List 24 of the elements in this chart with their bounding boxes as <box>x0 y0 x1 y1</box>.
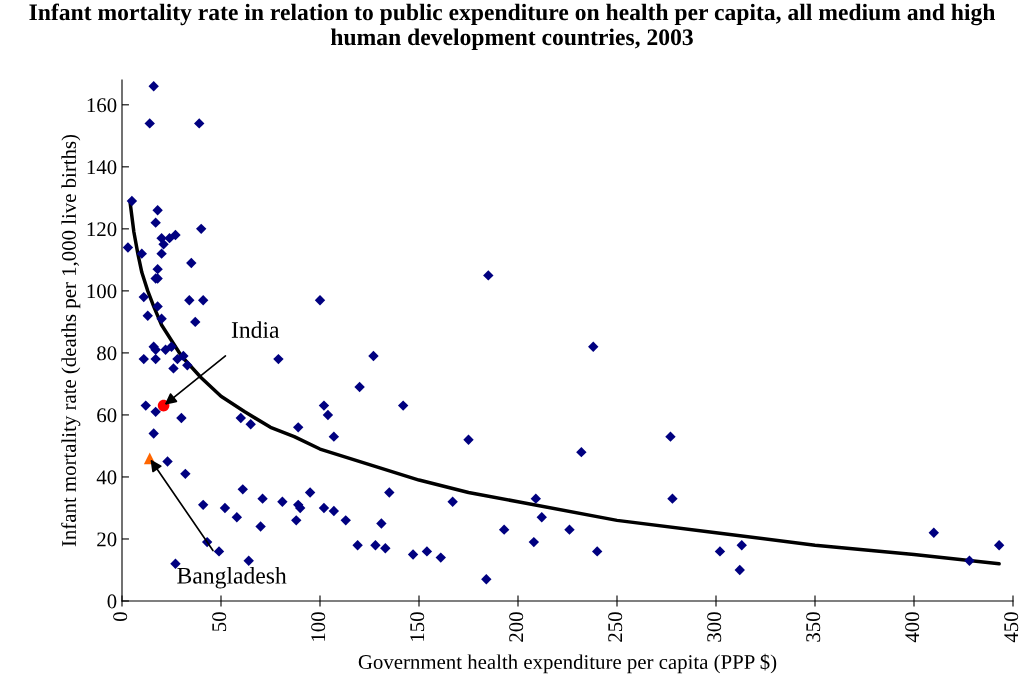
x-tick-label: 200 <box>509 612 524 642</box>
x-tick-label: 300 <box>707 612 722 642</box>
chart-title: Infant mortality rate in relation to public expenditure on health per capita, all medium and high human development countries, 2003 <box>29 3 996 50</box>
y-tick-label: 100 <box>87 284 117 299</box>
x-tick-label: 450 <box>1004 612 1019 643</box>
y-axis-title: Infant mortality rate (deaths per 1,000 live births) <box>61 134 81 547</box>
y-tick-label: 60 <box>97 408 117 423</box>
y-tick-label: 0 <box>107 594 117 609</box>
y-tick-label: 120 <box>87 222 117 237</box>
y-tick-label: 80 <box>97 346 117 361</box>
x-tick-label: 100 <box>311 612 326 641</box>
x-tick-label: 50 <box>212 612 227 632</box>
x-tick-label: 250 <box>608 612 623 642</box>
x-tick-label: 0 <box>113 612 128 622</box>
y-tick-label: 20 <box>97 532 117 547</box>
y-tick-label: 40 <box>96 470 117 485</box>
y-tick-label: 140 <box>87 160 117 175</box>
x-tick-label: 150 <box>410 612 425 641</box>
y-tick-label: 160 <box>87 98 117 113</box>
annotation: India <box>231 321 280 338</box>
x-tick-label: 400 <box>905 612 920 643</box>
annotation: Bangladesh <box>177 567 287 589</box>
x-tick-label: 350 <box>806 612 821 642</box>
x-axis-title: Government health expenditure per capita (PPP $) <box>358 653 777 674</box>
